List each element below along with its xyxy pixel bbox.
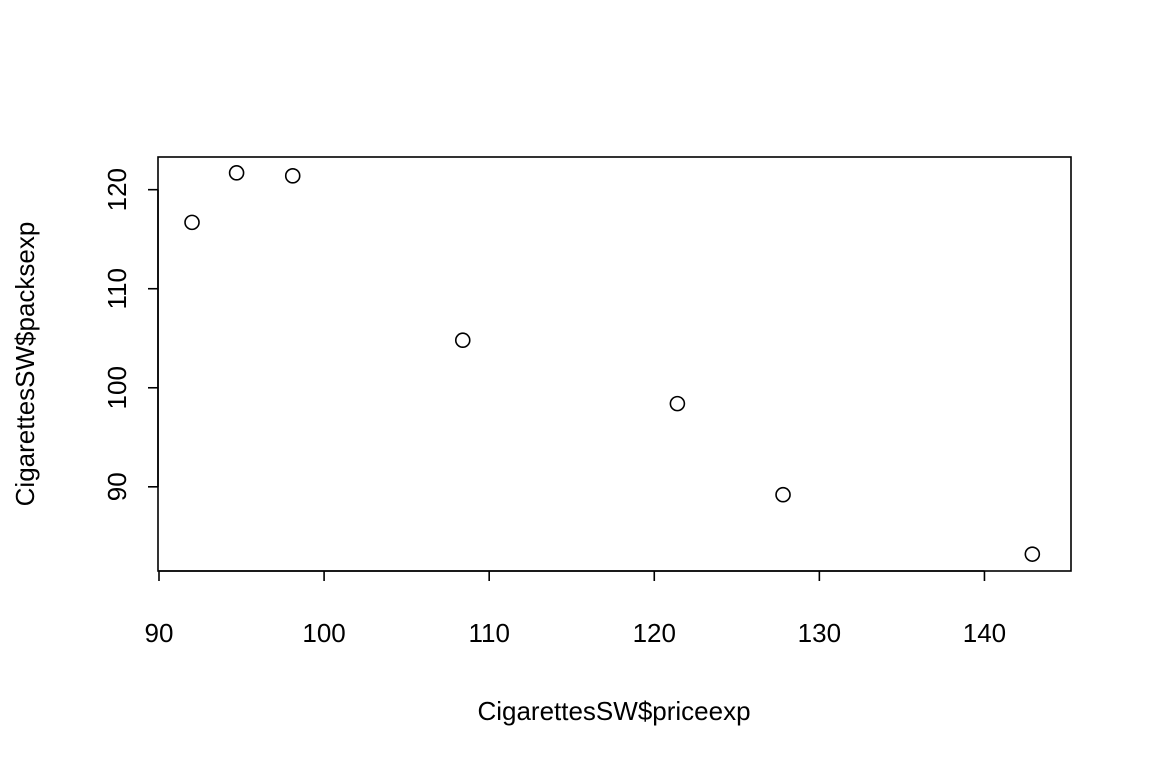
data-point [184,214,200,231]
y-tick-label: 100 [102,366,132,409]
y-axis-title: CigarettesSW$packsexp [10,222,40,507]
y-tick-label: 90 [102,472,132,501]
x-tick-label: 120 [633,618,676,648]
data-points [184,165,1041,562]
y-tick-label: 120 [102,168,132,211]
x-tick-label: 140 [963,618,1006,648]
data-point [228,165,245,181]
x-tick-label: 90 [145,618,174,648]
data-point [775,486,791,503]
x-tick-label: 100 [302,618,345,648]
data-point [1024,546,1041,562]
data-point [454,332,471,349]
x-tick-label: 130 [798,618,841,648]
plot-frame [157,156,1072,572]
x-axis-title: CigarettesSW$priceexp [477,696,750,726]
data-point [669,395,686,412]
y-axis: 90 100 110 120 [102,168,159,501]
x-tick-label: 110 [468,618,509,648]
y-tick-label: 110 [102,268,132,309]
data-point [284,168,301,184]
x-axis: 90 100 110 120 130 140 [145,570,1006,648]
